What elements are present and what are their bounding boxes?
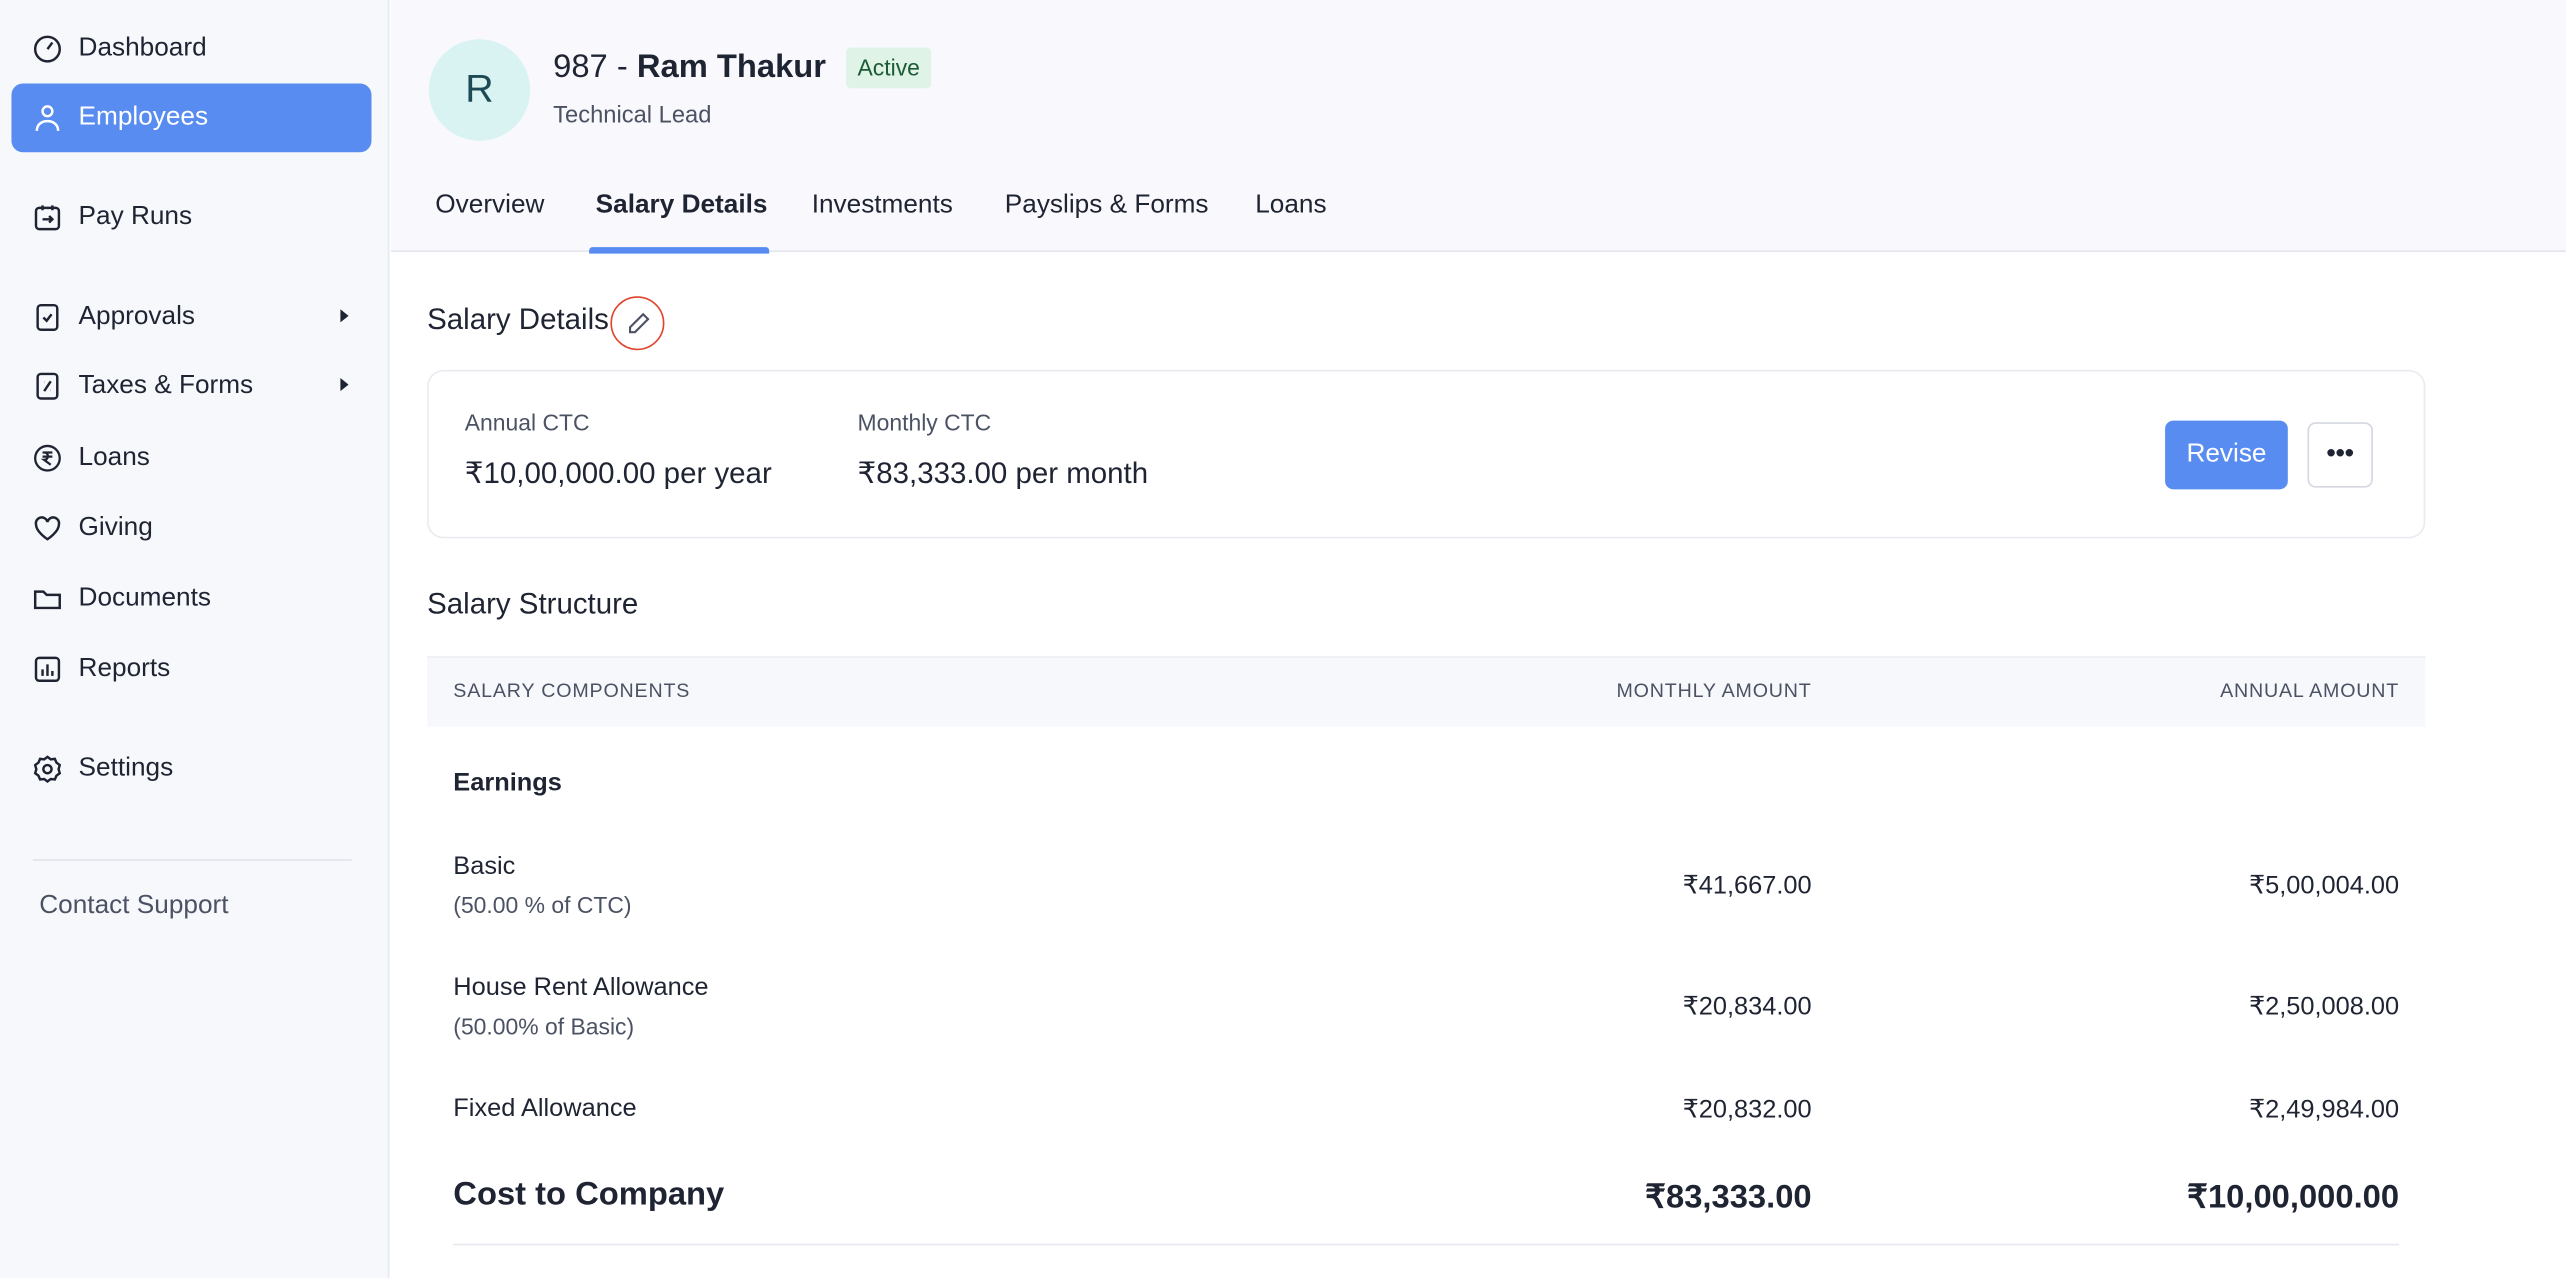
active-tab-indicator xyxy=(589,247,770,254)
dashboard-gauge-icon xyxy=(33,35,61,63)
total-label: Cost to Company xyxy=(453,1176,725,1213)
monthly-amount: ₹41,667.00 xyxy=(1682,872,1812,901)
monthly-amount: ₹20,834.00 xyxy=(1682,993,1812,1022)
taxes-icon xyxy=(36,372,59,400)
sidebar-item-dashboard[interactable]: Dashboard xyxy=(11,15,371,84)
sidebar-item-reports[interactable]: Reports xyxy=(11,635,371,704)
monthly-ctc-label: Monthly CTC xyxy=(857,409,992,436)
annual-ctc-value: ₹10,00,000.00 per year xyxy=(464,456,772,490)
caret-right-icon[interactable] xyxy=(340,378,349,392)
sidebar-item-employees[interactable]: Employees xyxy=(11,83,372,153)
total-monthly: ₹83,333.00 xyxy=(1645,1179,1812,1216)
sidebar-item-pay-runs[interactable]: Pay Runs xyxy=(11,183,371,252)
divider xyxy=(32,859,352,861)
sidebar-item-approvals[interactable]: Approvals xyxy=(11,283,371,352)
sidebar-item-giving[interactable]: Giving xyxy=(11,494,371,563)
column-header-monthly: MONTHLY AMOUNT xyxy=(1616,679,1812,703)
caret-right-icon[interactable] xyxy=(340,309,349,323)
approvals-icon xyxy=(36,303,59,331)
employee-id: 987 - xyxy=(553,49,628,86)
pencil-icon xyxy=(628,311,649,333)
user-icon xyxy=(35,105,60,132)
component-name: House Rent Allowance xyxy=(453,973,709,1002)
table-header xyxy=(427,656,2426,727)
sidebar: Dashboard Employees Pay Runs Approvals T… xyxy=(0,0,390,1278)
component-name: Fixed Allowance xyxy=(453,1094,637,1123)
gear-icon xyxy=(33,755,62,783)
earnings-section-label: Earnings xyxy=(453,769,562,797)
folder-icon xyxy=(33,590,61,610)
monthly-amount: ₹20,832.00 xyxy=(1682,1096,1812,1125)
heart-icon xyxy=(34,516,61,541)
reports-icon xyxy=(34,656,61,683)
sidebar-item-label: Pay Runs xyxy=(78,202,193,231)
more-options-button[interactable]: ••• xyxy=(2307,422,2373,488)
component-name: Basic xyxy=(453,852,516,881)
sidebar-item-label: Dashboard xyxy=(78,34,207,63)
tab-investments[interactable]: Investments xyxy=(811,191,953,220)
tab-overview[interactable]: Overview xyxy=(435,191,545,220)
sidebar-item-documents[interactable]: Documents xyxy=(11,565,371,634)
section-title: Salary Details xyxy=(427,302,609,336)
edit-button[interactable] xyxy=(610,296,665,351)
component-note: (50.00 % of CTC) xyxy=(453,891,632,919)
tab-loans[interactable]: Loans xyxy=(1255,191,1327,220)
annual-ctc-label: Annual CTC xyxy=(464,409,590,436)
employee-name: Ram Thakur xyxy=(636,49,827,86)
employee-header: R 987 - Ram Thakur Active Technical Lead… xyxy=(391,0,2566,254)
annual-amount: ₹2,50,008.00 xyxy=(2248,993,2400,1022)
sidebar-item-label: Settings xyxy=(78,754,174,783)
annual-amount: ₹2,49,984.00 xyxy=(2248,1096,2400,1125)
sidebar-item-label: Reports xyxy=(78,654,171,683)
sidebar-item-settings[interactable]: Settings xyxy=(11,735,371,804)
tab-payslips-forms[interactable]: Payslips & Forms xyxy=(1004,191,1209,220)
employee-designation: Technical Lead xyxy=(553,103,712,130)
sidebar-item-label: Giving xyxy=(78,513,153,542)
ellipsis-icon: ••• xyxy=(2326,440,2354,469)
sidebar-item-loans[interactable]: Loans xyxy=(11,424,371,493)
column-header-annual: ANNUAL AMOUNT xyxy=(2220,679,2400,703)
rupee-icon xyxy=(34,444,61,472)
contact-support-link[interactable]: Contact Support xyxy=(39,891,229,920)
annual-amount: ₹5,00,004.00 xyxy=(2248,872,2400,901)
tab-salary-details[interactable]: Salary Details xyxy=(595,191,768,220)
divider xyxy=(453,1243,2400,1246)
monthly-ctc-value: ₹83,333.00 per month xyxy=(857,456,1149,490)
sidebar-item-label: Documents xyxy=(78,584,211,613)
sidebar-item-label: Approvals xyxy=(78,302,195,331)
total-annual: ₹10,00,000.00 xyxy=(2187,1179,2400,1216)
sidebar-item-taxes-forms[interactable]: Taxes & Forms xyxy=(11,352,371,421)
ctc-card: Annual CTC ₹10,00,000.00 per year Monthl… xyxy=(427,369,2426,539)
column-header-components: SALARY COMPONENTS xyxy=(453,679,691,703)
pay-runs-icon xyxy=(34,205,61,231)
sidebar-item-label: Taxes & Forms xyxy=(78,371,254,400)
employee-title: 987 - Ram Thakur xyxy=(553,49,826,87)
revise-button[interactable]: Revise xyxy=(2165,420,2288,490)
component-note: (50.00% of Basic) xyxy=(453,1012,635,1040)
sidebar-item-label: Loans xyxy=(78,443,150,472)
status-badge: Active xyxy=(846,47,932,89)
sidebar-item-label: Employees xyxy=(78,103,209,131)
avatar: R xyxy=(428,39,531,141)
salary-structure-title: Salary Structure xyxy=(427,587,639,621)
